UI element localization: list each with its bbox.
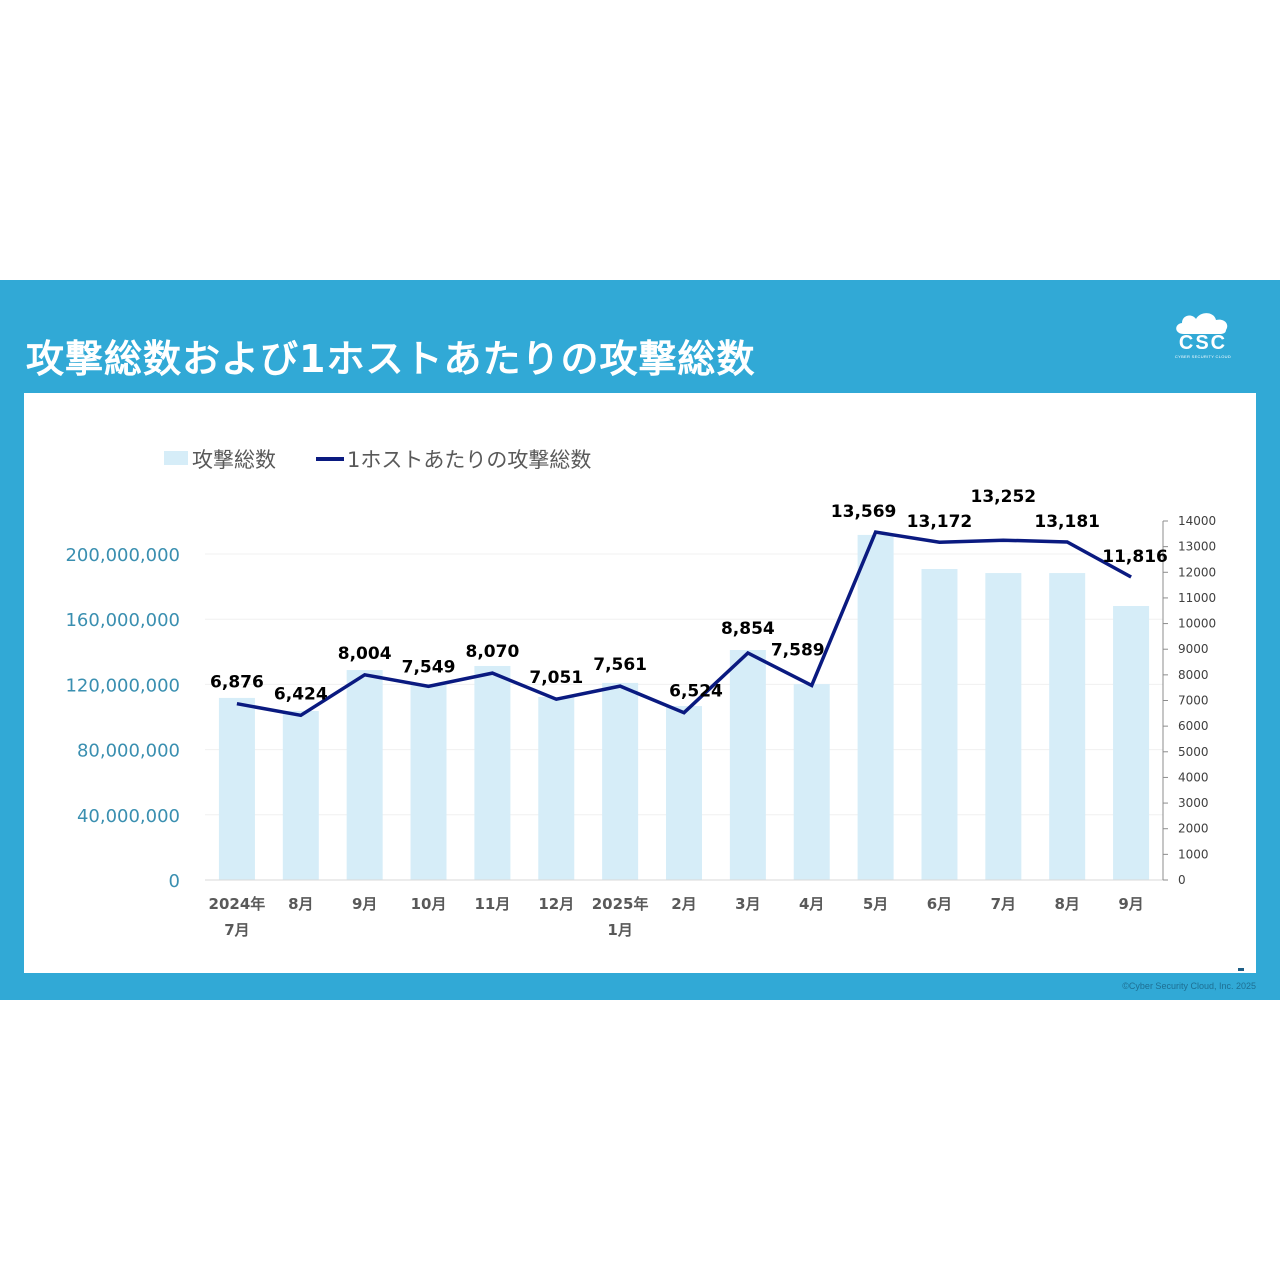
category-label: 8月 xyxy=(1054,895,1079,913)
data-label: 8,854 xyxy=(721,619,775,639)
right-axis-tick-label: 9000 xyxy=(1178,642,1209,656)
category-label: 10月 xyxy=(411,895,447,913)
data-label: 8,070 xyxy=(466,642,520,662)
category-label: 8月 xyxy=(288,895,313,913)
category-label: 12月 xyxy=(538,895,574,913)
category-label: 2024年 xyxy=(209,895,266,913)
category-label: 9月 xyxy=(1118,895,1143,913)
left-axis-tick-label: 160,000,000 xyxy=(65,610,180,631)
bar xyxy=(666,706,702,880)
category-label: 7月 xyxy=(991,895,1016,913)
data-label: 13,569 xyxy=(831,502,897,522)
bar xyxy=(1113,605,1150,880)
csc-logo: CSC CYBER SECURITY CLOUD xyxy=(1170,310,1240,360)
data-label: 13,181 xyxy=(1034,512,1100,532)
data-label: 13,252 xyxy=(971,487,1037,507)
bar xyxy=(857,534,894,880)
right-axis-tick-label: 7000 xyxy=(1178,694,1209,708)
right-axis-tick-label: 6000 xyxy=(1178,719,1209,733)
bar xyxy=(1049,573,1086,880)
right-axis-tick-label: 8000 xyxy=(1178,668,1209,682)
category-label: 2月 xyxy=(671,895,696,913)
data-label: 13,172 xyxy=(907,512,973,532)
bar xyxy=(218,697,255,880)
category-label: 3月 xyxy=(735,895,760,913)
data-label: 6,876 xyxy=(210,673,264,693)
right-axis-tick-label: 0 xyxy=(1178,873,1186,887)
bar xyxy=(474,665,511,880)
bar xyxy=(538,696,575,880)
right-axis-tick-label: 12000 xyxy=(1178,565,1216,579)
cloud-icon xyxy=(1176,313,1228,334)
data-label: 7,549 xyxy=(402,657,456,677)
left-axis-tick-label: 200,000,000 xyxy=(65,545,180,566)
right-axis-tick-label: 10000 xyxy=(1178,617,1216,631)
bar xyxy=(410,684,447,880)
right-axis-tick-label: 4000 xyxy=(1178,770,1209,784)
data-label: 6,424 xyxy=(274,684,328,704)
right-axis-tick-label: 11000 xyxy=(1178,591,1216,605)
chart: 攻撃総数 1ホストあたりの攻撃総数 0 40,000,000 80,000,000 120… xyxy=(65,448,1216,939)
data-label: 6,524 xyxy=(669,682,723,702)
bar xyxy=(282,710,319,880)
category-label: 2025年 xyxy=(592,895,649,913)
category-label: 1月 xyxy=(607,921,632,939)
left-axis-tick-label: 120,000,000 xyxy=(65,675,180,696)
page-marker xyxy=(1238,968,1244,971)
bar xyxy=(346,670,383,880)
logo-text: CSC xyxy=(1178,332,1228,354)
copyright-footer: ©Cyber Security Cloud, Inc. 2025 xyxy=(1122,981,1256,991)
left-axis-tick-label: 80,000,000 xyxy=(77,741,180,762)
right-axis-tick-label: 2000 xyxy=(1178,822,1209,836)
data-label: 7,589 xyxy=(771,640,825,660)
right-axis-tick-label: 5000 xyxy=(1178,745,1209,759)
slide: 攻撃総数および1ホストあたりの攻撃総数 CSC CYBER SECURITY C… xyxy=(0,280,1280,1000)
bar xyxy=(921,568,958,880)
logo-subtext: CYBER SECURITY CLOUD xyxy=(1174,354,1232,359)
bar xyxy=(602,682,639,880)
category-label: 7月 xyxy=(224,921,249,939)
category-label: 9月 xyxy=(352,895,377,913)
right-axis-tick-label: 13000 xyxy=(1178,540,1216,554)
left-axis-tick-label: 40,000,000 xyxy=(77,806,180,827)
per-host-line xyxy=(236,530,1132,718)
bar xyxy=(985,573,1022,880)
chart-panel: 攻撃総数 1ホストあたりの攻撃総数 0 40,000,000 80,000,000 120… xyxy=(24,393,1256,973)
right-axis-tick-label: 14000 xyxy=(1178,514,1216,528)
legend-bar-swatch xyxy=(164,451,188,465)
data-label: 11,816 xyxy=(1102,547,1168,567)
left-axis-tick-label: 0 xyxy=(169,871,180,892)
bar xyxy=(729,650,766,880)
legend-line-label: 1ホストあたりの攻撃総数 xyxy=(347,448,591,472)
category-label: 11月 xyxy=(474,895,510,913)
right-axis-tick-label: 3000 xyxy=(1178,796,1209,810)
bar xyxy=(793,684,830,880)
right-axis-tick-label: 1000 xyxy=(1178,847,1209,861)
data-label: 7,051 xyxy=(529,668,583,688)
category-label: 4月 xyxy=(799,895,824,913)
category-label: 6月 xyxy=(927,895,952,913)
category-label: 5月 xyxy=(863,895,888,913)
page-title: 攻撃総数および1ホストあたりの攻撃総数 xyxy=(26,337,756,381)
data-label: 8,004 xyxy=(338,644,392,664)
legend-bar-label: 攻撃総数 xyxy=(192,448,276,472)
data-label: 7,561 xyxy=(593,655,647,675)
